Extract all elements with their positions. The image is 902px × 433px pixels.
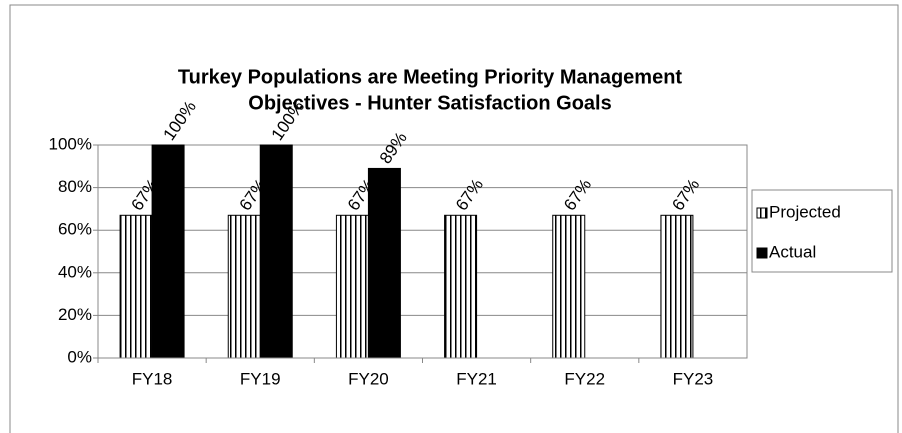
x-tick-label: FY18	[132, 369, 173, 388]
bar	[151, 144, 185, 359]
chart-title: Objectives - Hunter Satisfaction Goals	[248, 92, 611, 114]
y-tick-label: 40%	[58, 262, 92, 281]
legend-label: Actual	[769, 242, 816, 261]
legend-label: Projected	[769, 202, 841, 221]
legend-swatch	[756, 247, 768, 259]
x-tick-label: FY20	[348, 369, 389, 388]
bar	[660, 214, 694, 359]
x-tick-label: FY23	[673, 369, 714, 388]
x-tick-label: FY21	[456, 369, 497, 388]
chart-title: Turkey Populations are Meeting Priority …	[178, 66, 683, 88]
bar	[259, 144, 293, 359]
bar	[444, 214, 478, 359]
y-tick-label: 100%	[49, 134, 92, 153]
x-tick-label: FY19	[240, 369, 281, 388]
y-tick-label: 60%	[58, 220, 92, 239]
x-tick-label: FY22	[564, 369, 605, 388]
legend-swatch	[756, 207, 768, 219]
bar	[335, 214, 369, 359]
y-tick-label: 20%	[58, 305, 92, 324]
bar	[552, 214, 586, 359]
legend	[751, 189, 893, 273]
bar	[367, 167, 401, 359]
bar	[119, 214, 153, 359]
plot-area	[97, 144, 748, 359]
y-tick-label: 80%	[58, 177, 92, 196]
bar	[227, 214, 261, 359]
y-tick-label: 0%	[67, 347, 92, 366]
